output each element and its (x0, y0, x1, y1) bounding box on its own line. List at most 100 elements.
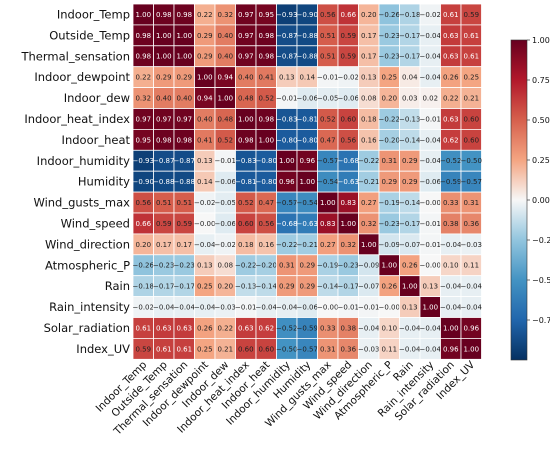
cell-value-label: −0.01 (420, 241, 441, 249)
row-label: Wind_direction (45, 237, 130, 251)
cell-value-label: 0.13 (197, 262, 213, 270)
cell-value-label: 0.97 (238, 32, 254, 40)
cell-value-label: −0.80 (276, 136, 297, 144)
cell-value-label: 0.59 (340, 32, 356, 40)
cell-value-label: 0.59 (176, 220, 192, 228)
cell-value-label: −0.04 (420, 53, 442, 61)
cell-value-label: 1.00 (402, 283, 418, 291)
cell-value-label: 0.62 (258, 324, 274, 332)
cell-value-label: −0.04 (440, 241, 462, 249)
cell-value-label: 0.29 (402, 157, 418, 165)
cell-value-label: 0.60 (238, 345, 254, 353)
colorbar-tick-label: 0.00 (532, 196, 550, 205)
cell-value-label: −0.18 (399, 11, 420, 19)
cell-value-label: 0.98 (135, 53, 151, 61)
cell-value-label: −0.57 (297, 345, 318, 353)
cell-value-label: 0.38 (340, 324, 356, 332)
cell-value-label: 0.59 (156, 220, 172, 228)
row-label: Indoor_heat (62, 133, 131, 147)
cell-value-label: −0.01 (358, 303, 379, 311)
cell-value-label: −0.63 (297, 220, 318, 228)
cell-value-label: −0.83 (235, 157, 256, 165)
cell-value-label: 0.98 (238, 136, 254, 144)
cell-value-label: 1.00 (156, 53, 172, 61)
cell-value-label: 0.98 (176, 11, 192, 19)
cell-value-label: 0.66 (340, 11, 356, 19)
cell-value-label: 1.00 (340, 220, 356, 228)
cell-value-label: 1.00 (156, 32, 172, 40)
cell-value-label: 0.20 (217, 283, 233, 291)
cell-value-label: 0.97 (156, 115, 172, 123)
cell-value-label: 0.52 (258, 94, 274, 102)
cell-value-label: −0.18 (133, 283, 154, 291)
cell-value-label: 0.32 (217, 11, 233, 19)
cell-value-label: 0.51 (156, 199, 172, 207)
cell-value-label: 0.33 (443, 199, 459, 207)
cell-value-label: 0.96 (279, 178, 295, 186)
colorbar-tick-label: −0.75 (532, 316, 550, 325)
cell-value-label: −0.87 (276, 32, 297, 40)
cell-value-label: −0.04 (420, 74, 442, 82)
row-label: Humidity (78, 175, 130, 189)
cell-value-label: 0.14 (299, 74, 315, 82)
cell-value-label: −0.04 (399, 324, 421, 332)
cell-value-label: 0.29 (279, 283, 295, 291)
cell-value-label: −0.13 (235, 283, 256, 291)
cell-value-label: 0.97 (176, 115, 192, 123)
cell-value-label: 0.41 (197, 136, 213, 144)
cell-value-label: 0.31 (381, 157, 397, 165)
cell-value-label: −0.21 (358, 178, 379, 186)
cell-value-label: −0.21 (297, 241, 318, 249)
cell-value-label: 0.66 (135, 220, 151, 228)
cell-value-label: −0.23 (379, 32, 400, 40)
cell-value-label: 0.02 (422, 94, 438, 102)
cell-value-label: 0.60 (463, 115, 479, 123)
cell-value-label: 0.29 (402, 178, 418, 186)
cell-value-label: −0.83 (276, 115, 297, 123)
cell-value-label: −0.57 (461, 178, 482, 186)
cell-value-label: 0.29 (299, 262, 315, 270)
cell-value-label: 1.00 (258, 136, 274, 144)
row-label: Indoor_humidity (37, 154, 131, 168)
cell-value-label: 0.97 (238, 53, 254, 61)
cell-value-label: 0.40 (176, 94, 192, 102)
cell-value-label: −0.17 (153, 283, 174, 291)
cell-value-label: −0.50 (461, 157, 482, 165)
cell-value-label: −0.81 (297, 115, 318, 123)
cell-value-label: −0.90 (297, 11, 318, 19)
cell-value-label: 0.29 (381, 178, 397, 186)
cell-value-label: 0.96 (299, 157, 315, 165)
cell-value-label: 1.00 (422, 303, 438, 311)
cell-value-label: −0.04 (399, 345, 421, 353)
cell-value-label: 0.11 (463, 262, 479, 270)
cell-value-label: 1.00 (279, 157, 295, 165)
cell-value-label: −0.05 (215, 199, 236, 207)
cell-value-label: 0.95 (258, 11, 274, 19)
cell-value-label: 0.60 (238, 220, 254, 228)
cell-value-label: −0.05 (317, 94, 338, 102)
cell-value-label: 0.40 (217, 32, 233, 40)
cell-value-label: 0.25 (197, 283, 213, 291)
cell-value-label: −0.17 (338, 283, 359, 291)
cell-value-label: −0.04 (194, 303, 216, 311)
cell-value-label: 1.00 (197, 74, 213, 82)
cell-value-label: −0.19 (379, 199, 400, 207)
row-label: Indoor_dew (64, 91, 130, 105)
cell-value-label: −0.57 (317, 157, 338, 165)
cell-value-label: 0.26 (402, 262, 418, 270)
row-label: Outside_Temp (49, 28, 130, 42)
cell-value-label: 0.21 (463, 94, 479, 102)
cell-value-label: −0.23 (338, 262, 359, 270)
cell-value-label: 1.00 (176, 53, 192, 61)
heatmap-cells: 1.00 0.98 0.98 0.22 0.32 0.97 0.95 −0.93 −0.90 0.… (133, 3, 483, 360)
cell-value-label: 0.60 (258, 345, 274, 353)
cell-value-label: 0.56 (135, 199, 151, 207)
colorbar-tick-label: −0.50 (532, 276, 550, 285)
cell-value-label: 0.29 (197, 32, 213, 40)
cell-value-label: −0.26 (133, 262, 155, 270)
cell-value-label: −0.63 (338, 178, 359, 186)
cell-value-label: 0.25 (197, 345, 213, 353)
cell-value-label: −0.01 (317, 74, 338, 82)
cell-value-label: 1.00 (238, 115, 254, 123)
